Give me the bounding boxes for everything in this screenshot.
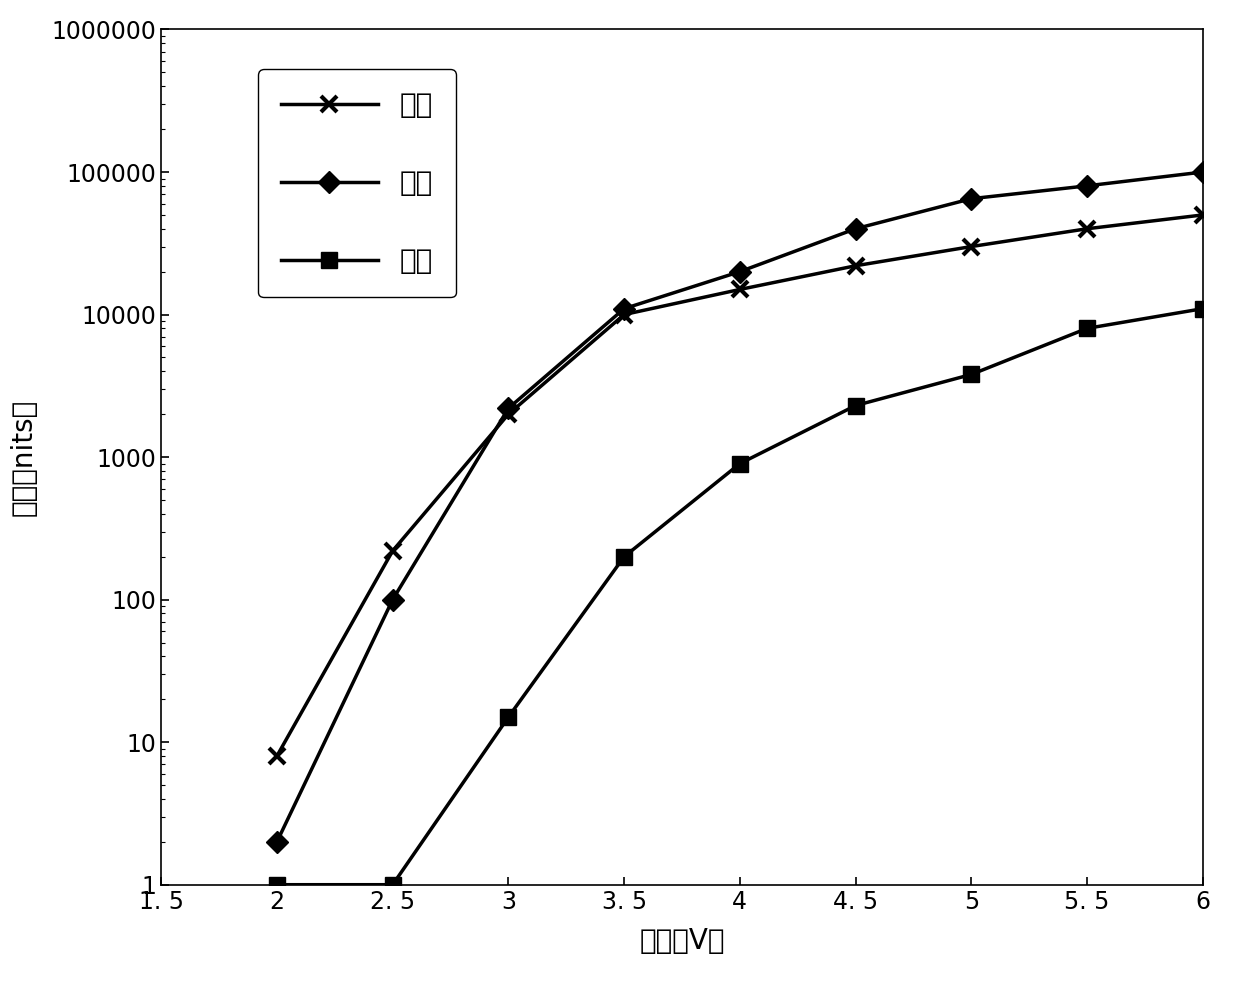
蓝色 (386, 879, 401, 891)
绿色 (1195, 166, 1210, 178)
蓝色 (269, 879, 284, 891)
蓝色 (733, 458, 748, 470)
红色 (616, 309, 631, 320)
蓝色 (616, 550, 631, 562)
Line: 绿色: 绿色 (269, 164, 1210, 849)
绿色 (1080, 180, 1095, 192)
蓝色 (963, 369, 978, 380)
Line: 红色: 红色 (269, 207, 1210, 764)
Y-axis label: 亮度（nits）: 亮度（nits） (10, 398, 37, 516)
红色 (501, 408, 516, 420)
Line: 蓝色: 蓝色 (269, 301, 1210, 893)
红色 (386, 545, 401, 556)
绿色 (386, 594, 401, 606)
红色 (269, 750, 284, 762)
蓝色 (1195, 303, 1210, 315)
绿色 (848, 223, 863, 235)
蓝色 (1080, 322, 1095, 334)
红色 (963, 241, 978, 253)
绿色 (963, 193, 978, 204)
绿色 (269, 836, 284, 847)
红色 (1195, 209, 1210, 221)
红色 (733, 283, 748, 295)
红色 (1080, 223, 1095, 235)
绿色 (733, 265, 748, 277)
红色 (848, 260, 863, 271)
绿色 (501, 402, 516, 414)
X-axis label: 电压（V）: 电压（V） (640, 927, 724, 955)
绿色 (616, 303, 631, 315)
蓝色 (501, 711, 516, 723)
Legend: 红色, 绿色, 蓝色: 红色, 绿色, 蓝色 (258, 69, 455, 298)
蓝色 (848, 400, 863, 412)
